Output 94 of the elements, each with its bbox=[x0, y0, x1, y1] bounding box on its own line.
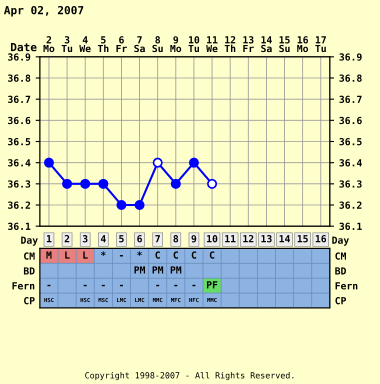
y-tick-label: 36.1 bbox=[8, 222, 30, 230]
x-tick-label: 2 bbox=[64, 235, 70, 242]
x-tick-label: 10 bbox=[207, 235, 218, 242]
x-tick-label: 3 bbox=[82, 235, 88, 242]
x-tick-label: 14 bbox=[280, 235, 290, 242]
x-tick-label: 8 Su bbox=[152, 36, 163, 52]
text: - bbox=[192, 284, 196, 286]
text: C bbox=[192, 251, 196, 259]
y-tick-label: 36.6 bbox=[8, 116, 30, 124]
point bbox=[134, 200, 145, 210]
point bbox=[152, 158, 163, 168]
x-tick-label: 15 Su bbox=[279, 36, 290, 52]
x-tick-label: 7 Sa bbox=[134, 36, 145, 52]
text: L bbox=[65, 251, 70, 259]
x-tick-label: 6 bbox=[137, 235, 142, 242]
chart-title: Apr 02, 2007 bbox=[4, 6, 84, 17]
text: L bbox=[83, 251, 88, 259]
point bbox=[188, 158, 199, 168]
x-tick-label: 1 bbox=[46, 235, 52, 242]
y-tick-label: CM bbox=[24, 252, 35, 260]
y2-tick-label: 36.1 bbox=[339, 222, 362, 230]
x-tick-label: 13 bbox=[261, 235, 272, 242]
y-tick-label: 36.2 bbox=[8, 201, 30, 209]
text: * bbox=[100, 251, 106, 256]
y2-tick-label: 36.2 bbox=[339, 201, 362, 209]
x-tick-label: 5 Th bbox=[98, 36, 108, 52]
x-tick-label: 9 bbox=[192, 235, 196, 242]
text: PM bbox=[170, 266, 182, 274]
x-tick-label: 6 Fr bbox=[116, 36, 127, 52]
x-tick-label: 12 Th bbox=[224, 36, 236, 52]
y-tick-label: 36.3 bbox=[8, 180, 30, 188]
x-tick-label: 12 bbox=[243, 235, 254, 242]
y-tick-label: CP bbox=[24, 297, 35, 304]
x-tick-label: 16 Mo bbox=[297, 36, 308, 52]
y2-tick-label: 36.8 bbox=[339, 74, 362, 82]
y-tick-label: 36.7 bbox=[8, 96, 30, 104]
x-tick-label: 4 bbox=[100, 235, 106, 242]
y-tick-label: 36.8 bbox=[8, 74, 30, 82]
y2-tick-label: BD bbox=[335, 267, 346, 274]
x-tick-label: 8 bbox=[173, 235, 178, 242]
x-tick-label: 3 Tu bbox=[62, 36, 72, 52]
text: - bbox=[120, 284, 123, 286]
point bbox=[170, 178, 181, 189]
point bbox=[98, 178, 108, 189]
text: - bbox=[47, 284, 50, 286]
x-tick-label: 5 bbox=[119, 235, 124, 242]
text: PM bbox=[152, 266, 164, 274]
point bbox=[44, 158, 54, 168]
x-tick-label: 14 Sa bbox=[261, 36, 272, 52]
y-tick-label: 36.5 bbox=[8, 138, 30, 146]
y-tick-label: 36.9 bbox=[8, 53, 30, 61]
x-tick-label: 17 Tu bbox=[315, 36, 326, 52]
text: PM bbox=[134, 266, 146, 274]
x-axis-title: Day bbox=[21, 236, 38, 246]
text: C bbox=[174, 251, 178, 259]
y2-tick-label: CP bbox=[335, 297, 346, 304]
y2-tick-label: 36.6 bbox=[339, 116, 362, 124]
x-tick-label: 7 bbox=[155, 235, 160, 242]
text: C bbox=[210, 251, 214, 259]
y2-tick-label: 36.4 bbox=[339, 159, 362, 167]
text: - bbox=[120, 255, 123, 256]
text: * bbox=[137, 251, 142, 256]
y2-tick-label: 36.5 bbox=[339, 138, 362, 146]
point bbox=[62, 178, 72, 189]
point bbox=[80, 178, 90, 189]
text: - bbox=[102, 284, 105, 286]
y2-tick-label: 36.3 bbox=[339, 180, 362, 188]
y-tick-label: 36.4 bbox=[8, 159, 30, 167]
x-axis-title: Date bbox=[10, 43, 37, 52]
y-tick-label: BD bbox=[24, 267, 35, 274]
x-tick-label: 13 Fr bbox=[243, 36, 254, 52]
text: - bbox=[156, 284, 160, 286]
y-tick-label: Fern bbox=[12, 282, 34, 290]
text: C bbox=[155, 251, 160, 259]
text: Day bbox=[332, 236, 349, 246]
x-tick-label: 16 bbox=[316, 235, 326, 242]
x-tick-label: 10 Tu bbox=[188, 36, 200, 52]
x-tick-label: 9 Mo bbox=[170, 36, 182, 52]
y2-tick-label: 36.7 bbox=[339, 96, 362, 104]
text: PF bbox=[206, 281, 218, 288]
point bbox=[116, 200, 126, 210]
x-tick-label: 2 Mo bbox=[44, 36, 54, 52]
y2-tick-label: 36.9 bbox=[339, 53, 362, 61]
y2-tick-label: Fern bbox=[336, 282, 358, 290]
text: - bbox=[174, 284, 178, 286]
x-tick-label: 15 bbox=[298, 235, 308, 242]
x-tick-label: 11 bbox=[225, 235, 236, 242]
text: - bbox=[84, 284, 87, 286]
x-tick-label: 4 We bbox=[79, 36, 91, 52]
point bbox=[207, 178, 218, 189]
text: M bbox=[46, 251, 52, 259]
x-tick-label: 11 We bbox=[206, 36, 218, 52]
y2-tick-label: CM bbox=[335, 252, 346, 260]
text: Copyright 1998-2007 - All Rights Reserved. bbox=[85, 372, 294, 380]
